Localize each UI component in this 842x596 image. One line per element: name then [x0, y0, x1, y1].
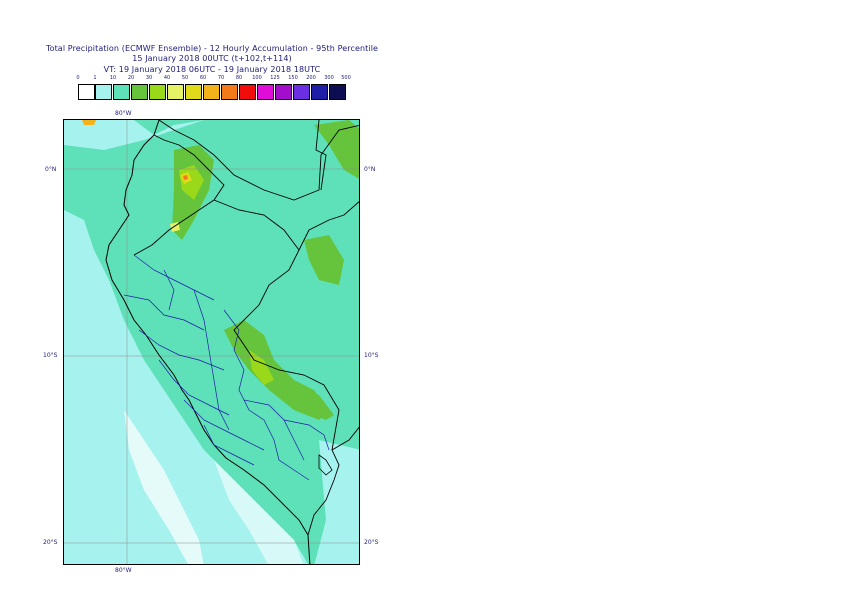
legend-tick: 70 [217, 75, 225, 81]
legend-swatch [257, 84, 274, 100]
region-boundaries [123, 254, 330, 481]
legend-tick: 1 [93, 75, 97, 81]
legend-tick: 10 [109, 75, 117, 81]
map-svg [64, 120, 359, 564]
legend-tick: 0 [76, 75, 80, 81]
coastline [105, 120, 311, 564]
legend-swatch [311, 84, 328, 100]
map-run-time: 15 January 2018 00UTC (t+102,t+114) [132, 54, 292, 63]
legend-tick: 200 [306, 75, 316, 81]
southeast-green [289, 385, 334, 420]
legend-swatch [78, 84, 95, 100]
legend-swatch [167, 84, 184, 100]
legend-tick: 500 [341, 75, 351, 81]
legend-tick: 80 [235, 75, 243, 81]
legend-swatch [239, 84, 256, 100]
brazil-bolivia-border [298, 201, 359, 451]
legend-tick: 60 [199, 75, 207, 81]
coastal-dry-strip [124, 410, 204, 564]
amazon-east-green [304, 235, 344, 285]
hotspot-orange [183, 175, 188, 180]
legend-swatch [329, 84, 346, 100]
map-valid-time: VT: 19 January 2018 06UTC - 19 January 2… [103, 65, 321, 74]
legend-swatch [275, 84, 292, 100]
lat-label-10-right: 10°S [364, 352, 379, 359]
top-left-orange [82, 120, 96, 125]
desert-light-precip [214, 460, 304, 564]
southeast-light-precip [314, 440, 359, 564]
ecuador-border [133, 134, 225, 256]
legend-swatch [185, 84, 202, 100]
legend-swatch [293, 84, 310, 100]
legend-swatch [113, 84, 130, 100]
colombia-border [158, 120, 359, 201]
lake-titicaca [318, 454, 333, 476]
north-border-green [314, 120, 359, 179]
lat-label-0-left: 0°N [45, 166, 57, 173]
legend-tick: 150 [288, 75, 298, 81]
top-longitude-label: 80°W [115, 110, 132, 117]
legend-tick: 30 [145, 75, 153, 81]
lat-label-10-left: 10°S [43, 352, 58, 359]
map-title: Total Precipitation (ECMWF Ensemble) - 1… [45, 44, 379, 53]
legend-swatch [221, 84, 238, 100]
legend-tick: 50 [181, 75, 189, 81]
lat-label-0-right: 0°N [364, 166, 376, 173]
legend-tick: 40 [163, 75, 171, 81]
bottom-longitude-label: 80°W [115, 567, 132, 574]
venezuela-border [315, 120, 327, 191]
legend-tick: 300 [324, 75, 334, 81]
legend-tick: 100 [252, 75, 262, 81]
central-yellow-green [249, 350, 274, 385]
legend-tick: 125 [270, 75, 280, 81]
precipitation-map [63, 119, 360, 565]
legend-swatch [149, 84, 166, 100]
legend-tick: 20 [127, 75, 135, 81]
legend-swatch [95, 84, 112, 100]
peru-brazil-border [213, 199, 340, 536]
ocean-light-precip [64, 210, 308, 564]
legend-swatch [131, 84, 148, 100]
north-light-precip [64, 120, 204, 150]
lat-label-20-left: 20°S [43, 539, 58, 546]
lat-label-20-right: 20°S [364, 539, 379, 546]
legend-swatch [203, 84, 220, 100]
